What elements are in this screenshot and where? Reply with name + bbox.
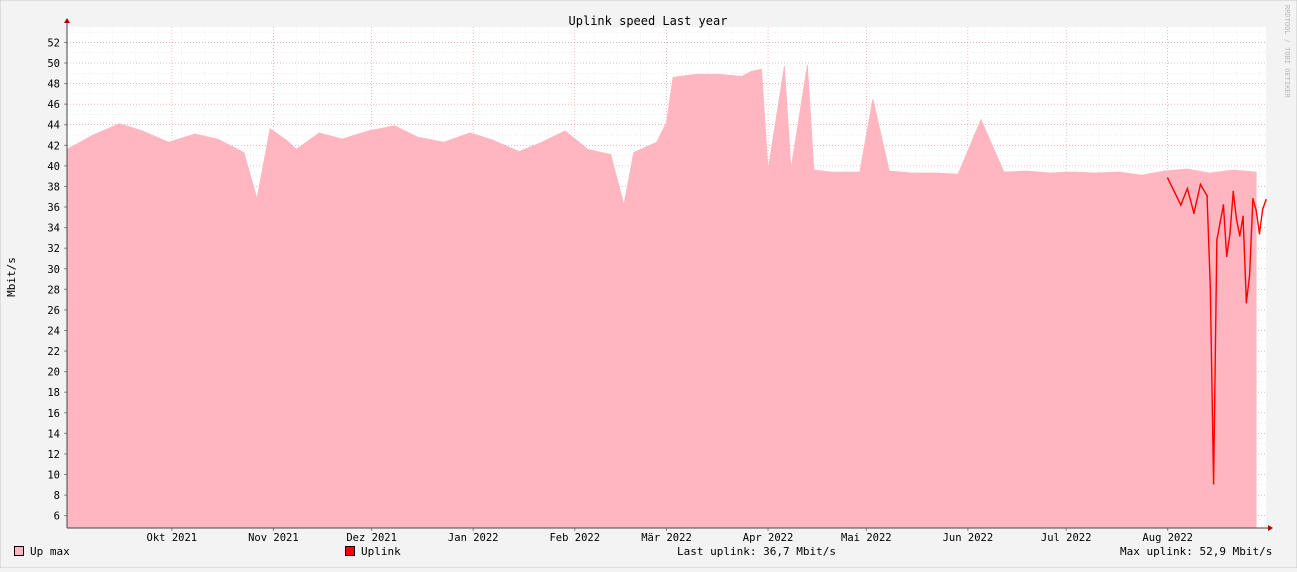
uplink-point (1255, 209, 1257, 211)
max-uplink-text: Max uplink: 52,9 Mbit/s (1120, 545, 1273, 558)
x-tick-label: Mär 2022 (641, 532, 692, 544)
uplink-point (1242, 215, 1244, 218)
y-tick-label: 50 (47, 58, 60, 70)
y-tick-label: 6 (54, 511, 60, 523)
uplink-point (1199, 183, 1202, 186)
y-axis-label: Mbit/s (5, 257, 18, 297)
series-up-max-area (66, 65, 1257, 529)
y-tick-label: 36 (47, 202, 60, 214)
y-tick-label: 30 (47, 264, 60, 276)
uplink-point (1232, 190, 1235, 193)
uplink-point (1265, 199, 1267, 201)
y-tick-label: 28 (47, 284, 60, 296)
y-tick-label: 22 (47, 346, 60, 358)
uplink-point (1258, 232, 1261, 235)
y-tick-label: 12 (47, 449, 60, 461)
y-tick-label: 14 (47, 428, 60, 440)
uplink-point (1225, 255, 1228, 258)
uplink-point (1238, 235, 1241, 237)
y-tick-label: 20 (47, 367, 60, 379)
x-tick-label: Apr 2022 (743, 532, 794, 544)
uplink-point (1252, 198, 1254, 200)
last-uplink-text: Last uplink: 36,7 Mbit/s (677, 545, 836, 558)
legend-item-uplink: Uplink (345, 545, 401, 558)
uplink-point (1166, 177, 1169, 180)
y-tick-label: 32 (47, 243, 60, 255)
y-tick-label: 40 (47, 161, 60, 173)
x-tick-label: Jan 2022 (448, 532, 499, 544)
uplink-point (1180, 204, 1182, 206)
uplink-point (1229, 232, 1231, 235)
uplink-point (1222, 204, 1225, 206)
uplink-point (1216, 239, 1218, 241)
legend-item-up-max: Up max (14, 545, 70, 558)
y-tick-label: 8 (54, 490, 60, 502)
y-tick-label: 34 (47, 223, 60, 235)
y-axis-arrow (64, 18, 70, 23)
y-tick-label: 48 (47, 79, 60, 91)
uplink-point (1209, 286, 1212, 289)
y-tick-label: 42 (47, 140, 60, 152)
legend-label-up-max: Up max (30, 545, 70, 558)
legend-label-uplink: Uplink (361, 545, 401, 558)
x-tick-label: Okt 2021 (147, 532, 198, 544)
uplink-point (1212, 482, 1215, 485)
y-tick-label: 16 (47, 408, 60, 420)
x-tick-label: Feb 2022 (549, 532, 600, 544)
y-tick-label: 52 (47, 37, 60, 49)
y-tick-label: 44 (47, 120, 60, 132)
uplink-point (1235, 218, 1238, 221)
uplink-swatch (345, 546, 355, 556)
uplink-point (1219, 221, 1221, 224)
x-axis-arrow (1268, 525, 1273, 531)
uplink-point (1261, 208, 1264, 210)
uplink-point (1245, 301, 1248, 304)
y-tick-label: 46 (47, 99, 60, 111)
uplink-point (1173, 190, 1176, 193)
y-tick-label: 18 (47, 387, 60, 399)
uplink-point (1193, 212, 1195, 215)
up-max-swatch (14, 546, 24, 556)
y-tick-label: 38 (47, 181, 60, 193)
watermark: RRDTOOL / TOBI OETIKER (1283, 5, 1291, 99)
y-tick-label: 26 (47, 305, 60, 317)
x-tick-label: Jun 2022 (943, 532, 994, 544)
x-tick-label: Mai 2022 (841, 532, 892, 544)
y-tick-label: 10 (47, 470, 60, 482)
y-tick-label: 24 (47, 325, 60, 337)
uplink-point (1248, 274, 1251, 276)
x-tick-label: Dez 2021 (346, 532, 397, 544)
x-tick-label: Nov 2021 (248, 532, 299, 544)
x-tick-label: Jul 2022 (1041, 532, 1092, 544)
x-tick-label: Aug 2022 (1142, 532, 1193, 544)
chart-title: Uplink speed Last year (569, 14, 728, 28)
uplink-point (1206, 194, 1208, 197)
uplink-point (1186, 187, 1189, 190)
